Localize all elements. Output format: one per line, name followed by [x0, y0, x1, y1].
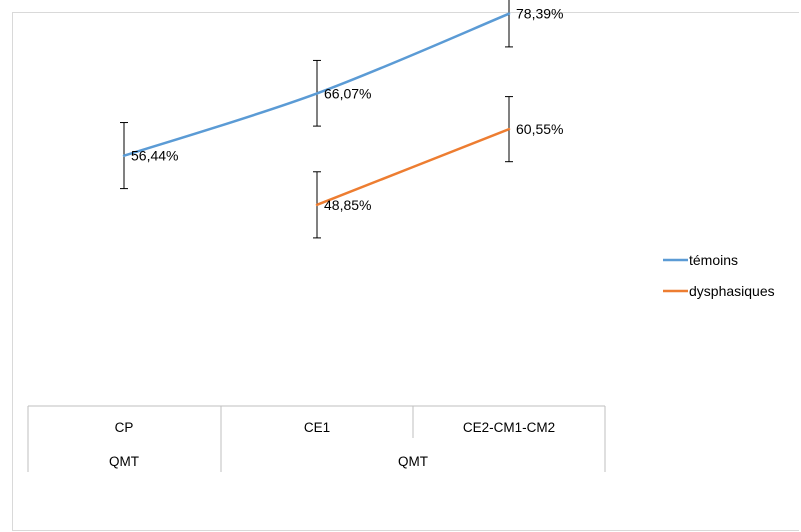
- legend-label: dysphasiques: [689, 283, 775, 299]
- series-line-dysphasiques: [315, 127, 511, 207]
- error-bars: [120, 0, 513, 239]
- x-tick-label-cp: CP: [115, 420, 134, 435]
- x-tick-label-ce2-cm1-cm2: CE2-CM1-CM2: [463, 420, 555, 435]
- data-label-temoins-ce1: 66,07%: [324, 85, 371, 101]
- series-line-temoins: [122, 12, 511, 157]
- data-label-dysphasiques-ce2-cm1-cm2: 60,55%: [516, 121, 563, 137]
- chart-area: [12, 12, 799, 531]
- category-axis-table: CP CE1 CE2-CM1-CM2 QMT QMT: [27, 405, 606, 472]
- data-label-dysphasiques-ce1: 48,85%: [324, 197, 371, 213]
- series-lines: [122, 12, 511, 207]
- legend-label: témoins: [689, 252, 738, 268]
- group-label-1: QMT: [109, 454, 139, 469]
- x-tick-label-ce1: CE1: [304, 420, 330, 435]
- group-label-2: QMT: [398, 454, 428, 469]
- data-label-temoins-ce2-cm1-cm2: 78,39%: [516, 6, 563, 22]
- legend-item-dysphasiques: dysphasiques: [663, 283, 775, 299]
- legend-item-temoins: témoins: [663, 252, 738, 268]
- error-bar-temoins-ce2-cm1-cm2: [505, 0, 513, 48]
- legend: témoins dysphasiques: [663, 252, 775, 299]
- data-labels: 56,44% 66,07% 78,39% 48,85% 60,55%: [131, 6, 563, 213]
- data-label-temoins-cp: 56,44%: [131, 148, 178, 164]
